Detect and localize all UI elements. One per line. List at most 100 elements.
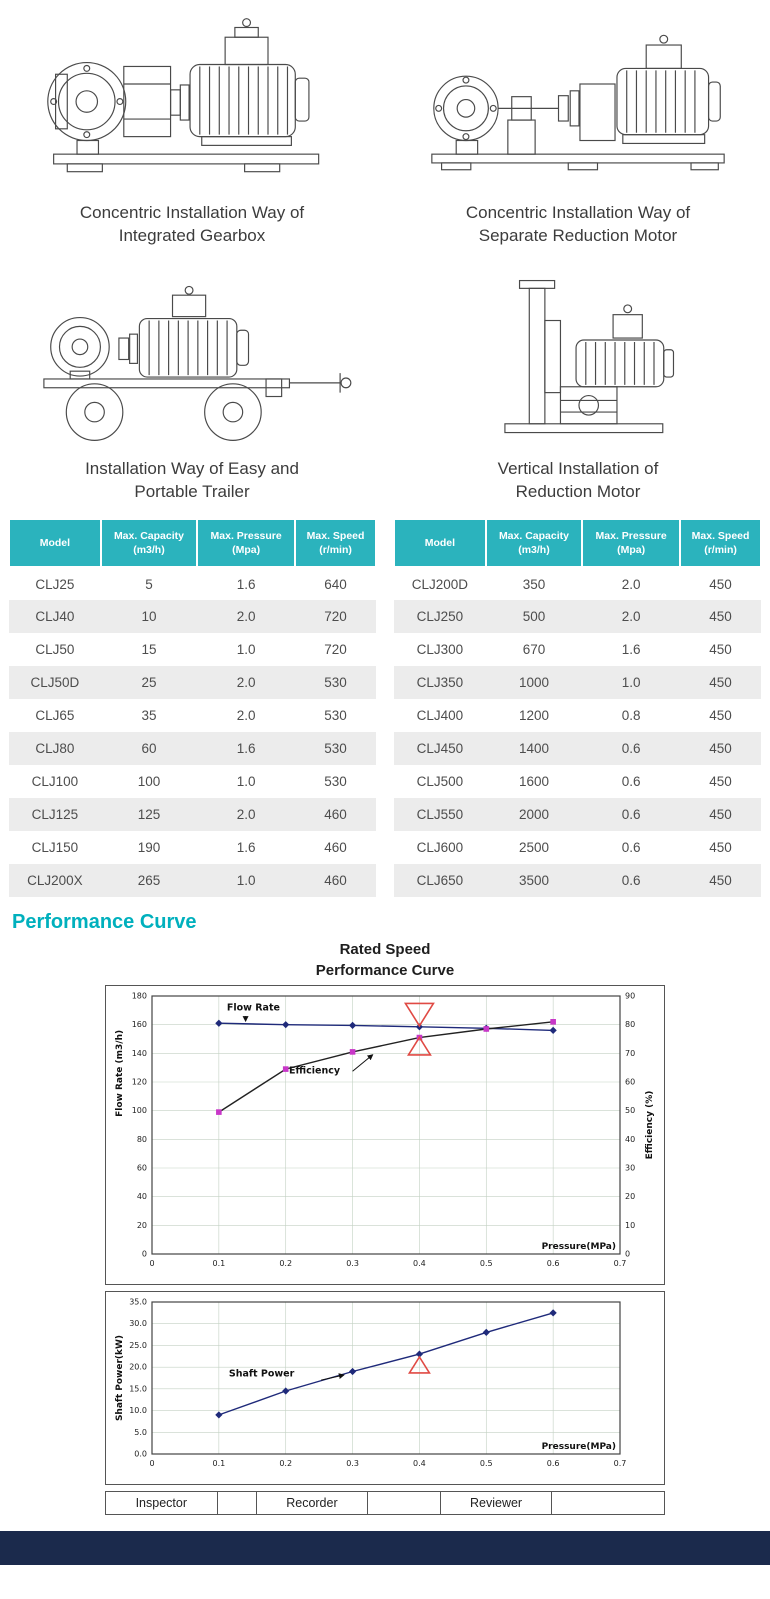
figure-separate-reduction-motor: Concentric Installation Way of Separate … <box>398 8 758 250</box>
signoff-inspector-label: Inspector <box>106 1491 218 1514</box>
table-cell: 1000 <box>518 675 549 691</box>
table-cell: 1.6 <box>236 840 256 856</box>
col-header-model: Model <box>393 517 487 569</box>
figure-vertical-installation: Vertical Installation of Reduction Motor <box>398 264 758 506</box>
table-cell: 450 <box>709 609 732 625</box>
svg-text:0.0: 0.0 <box>134 1449 147 1458</box>
table-cell: 450 <box>709 840 732 856</box>
table-cell: 265 <box>137 873 161 889</box>
svg-text:0.2: 0.2 <box>279 1459 292 1468</box>
table-cell: 1200 <box>518 708 549 724</box>
table-cell: CLJ600 <box>416 840 464 856</box>
svg-text:0.3: 0.3 <box>346 1259 359 1268</box>
table-cell: CLJ200D <box>411 576 469 592</box>
svg-text:0: 0 <box>149 1259 154 1268</box>
svg-text:Pressure(MPa): Pressure(MPa) <box>542 1242 616 1252</box>
table-row: CLJ40 10 2.0 720 <box>9 600 376 634</box>
performance-chart-block: Rated Speed Performance Curve 0 20 40 60 80 1… <box>105 940 665 1515</box>
table-row: CLJ650 3500 0.6 450 <box>394 864 761 898</box>
svg-text:0: 0 <box>142 1249 147 1258</box>
svg-text:60: 60 <box>625 1077 635 1086</box>
svg-text:Flow Rate (m3/h): Flow Rate (m3/h) <box>115 1030 125 1117</box>
table-row: CLJ400 1200 0.8 450 <box>394 699 761 732</box>
table-cell: 530 <box>324 774 347 790</box>
svg-text:Pressure(MPa): Pressure(MPa) <box>542 1442 616 1452</box>
table-cell: 500 <box>522 609 546 625</box>
svg-text:0.4: 0.4 <box>413 1459 426 1468</box>
table-cell: CLJ300 <box>416 642 464 658</box>
installation-figures: Concentric Installation Way of Integrate… <box>0 8 770 506</box>
table-cell: 25 <box>141 675 157 691</box>
svg-text:0.1: 0.1 <box>212 1259 225 1268</box>
table-cell: 0.6 <box>621 774 641 790</box>
bottom-brand-bar <box>0 1530 770 1565</box>
table-cell: 100 <box>137 774 161 790</box>
svg-text:0.3: 0.3 <box>346 1459 359 1468</box>
col-header-pressure: Max. Pressure (Mpa) <box>196 517 297 569</box>
figure-caption: Concentric Installation Way of Integrate… <box>79 203 305 245</box>
svg-text:20.0: 20.0 <box>129 1362 147 1371</box>
integrated-gearbox-drawing <box>12 8 372 198</box>
svg-text:Shaft Power(kW): Shaft Power(kW) <box>115 1335 125 1421</box>
table-row: CLJ150 190 1.6 460 <box>9 831 376 864</box>
table-cell: 1.6 <box>236 576 256 592</box>
table-cell: 0.6 <box>621 873 641 889</box>
svg-text:160: 160 <box>132 1020 147 1029</box>
svg-text:10.0: 10.0 <box>129 1406 147 1415</box>
spec-table-right: Model Max. Capacity (m3/h) Max. Pressure… <box>393 517 762 898</box>
table-cell: 530 <box>324 741 347 757</box>
table-cell: 2.0 <box>621 576 641 592</box>
table-cell: CLJ50 <box>35 642 75 658</box>
table-cell: 450 <box>709 741 732 757</box>
col-header-capacity: Max. Capacity (m3/h) <box>99 517 199 569</box>
table-cell: 450 <box>709 708 732 724</box>
table-row: CLJ50 15 1.0 720 <box>9 633 376 666</box>
table-row: CLJ80 60 1.6 530 <box>9 732 376 766</box>
svg-text:40: 40 <box>625 1135 635 1144</box>
spec-table-left: Model Max. Capacity (m3/h) Max. Pressure… <box>8 517 377 898</box>
svg-text:5.0: 5.0 <box>134 1428 147 1437</box>
svg-text:Efficiency: Efficiency <box>289 1065 341 1076</box>
table-cell: CLJ125 <box>31 807 79 823</box>
svg-text:0.2: 0.2 <box>279 1259 292 1268</box>
svg-text:30: 30 <box>625 1163 635 1172</box>
svg-text:0.7: 0.7 <box>614 1259 627 1268</box>
table-cell: 60 <box>141 741 157 757</box>
table-cell: 2500 <box>518 840 549 856</box>
svg-text:0.7: 0.7 <box>614 1459 627 1468</box>
table-row: CLJ350 1000 1.0 450 <box>394 666 761 700</box>
table-cell: 10 <box>141 609 157 625</box>
svg-text:0.4: 0.4 <box>413 1259 426 1268</box>
table-row: CLJ450 1400 0.6 450 <box>394 732 761 766</box>
svg-text:120: 120 <box>132 1077 147 1086</box>
table-row: CLJ50D 25 2.0 530 <box>9 666 376 700</box>
table-cell: 3500 <box>518 873 549 889</box>
svg-text:80: 80 <box>625 1020 635 1029</box>
flow-efficiency-chart-box: 0 20 40 60 80 100 120 140 160 180 0 10 20 30 40 50 60 70 8… <box>105 984 665 1285</box>
svg-text:Flow Rate: Flow Rate <box>227 1002 280 1013</box>
svg-text:50: 50 <box>625 1106 635 1115</box>
col-header-model: Model <box>8 517 102 569</box>
table-cell: CLJ500 <box>416 774 464 790</box>
figure-caption: Concentric Installation Way of Separate … <box>465 203 691 245</box>
svg-text:140: 140 <box>132 1049 147 1058</box>
spec-tables: Model Max. Capacity (m3/h) Max. Pressure… <box>0 517 770 898</box>
svg-text:0.6: 0.6 <box>547 1259 560 1268</box>
table-cell: 190 <box>137 840 161 856</box>
table-cell: 1600 <box>518 774 549 790</box>
table-cell: 2.0 <box>236 675 256 691</box>
table-row: CLJ125 125 2.0 460 <box>9 798 376 832</box>
table-cell: CLJ250 <box>416 609 464 625</box>
table-row: CLJ200X 265 1.0 460 <box>9 864 376 898</box>
signoff-strip: Inspector Recorder Reviewer <box>105 1490 665 1515</box>
svg-text:0: 0 <box>625 1249 630 1258</box>
table-cell: CLJ40 <box>35 609 75 625</box>
figure-caption: Vertical Installation of Reduction Motor <box>497 459 659 501</box>
svg-text:0.1: 0.1 <box>212 1459 225 1468</box>
table-cell: 450 <box>709 807 732 823</box>
table-cell: 0.6 <box>621 741 641 757</box>
svg-text:30.0: 30.0 <box>129 1319 147 1328</box>
svg-text:15.0: 15.0 <box>129 1384 147 1393</box>
table-cell: 2.0 <box>621 609 641 625</box>
col-header-capacity: Max. Capacity (m3/h) <box>484 517 584 569</box>
